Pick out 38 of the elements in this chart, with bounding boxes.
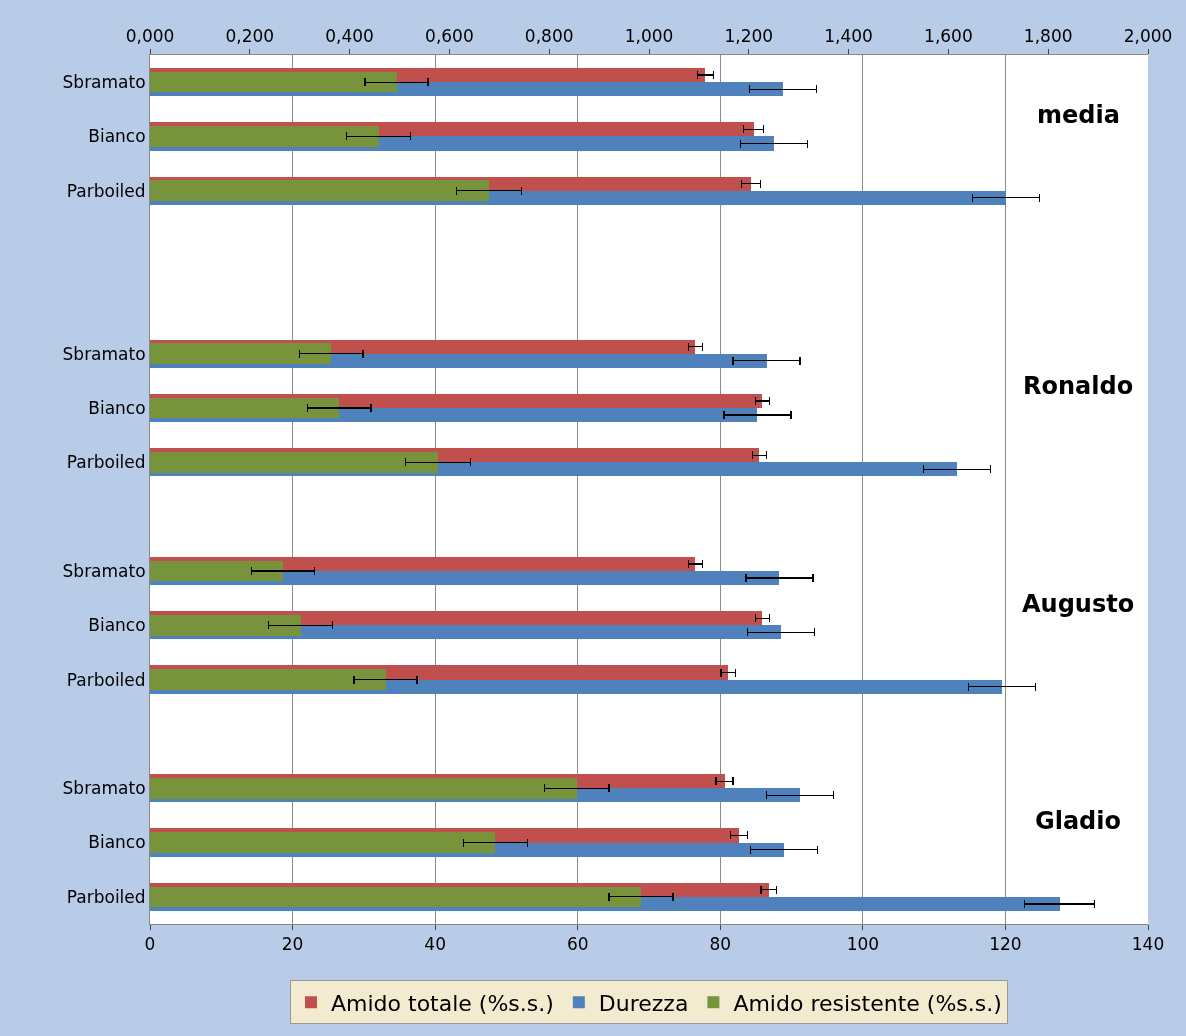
x-tick-label: 20 xyxy=(281,934,304,955)
y-tick-label: Sbramato xyxy=(62,778,146,799)
y-tick-label: Sbramato xyxy=(62,560,146,581)
y-tick-label: Sbramato xyxy=(62,72,146,93)
y-tick-label: Parboiled xyxy=(66,669,146,690)
x2-tick-label: 2,000 xyxy=(1123,26,1173,47)
annotation: Augusto xyxy=(1022,590,1135,618)
y-tick-label: Bianco xyxy=(88,397,146,418)
y-tick-label: Bianco xyxy=(88,126,146,147)
y-tick-label: Bianco xyxy=(88,832,146,853)
y-tick-label: Sbramato xyxy=(62,343,146,364)
x-tick-label: 100 xyxy=(846,934,880,955)
x2-tick-label: 1,000 xyxy=(624,26,674,47)
x2-tick-label: 1,200 xyxy=(724,26,774,47)
legend-label: Amido totale (%s.s.) xyxy=(331,990,554,1016)
x-tick-label: 140 xyxy=(1131,934,1165,955)
x2-tick-label: 0,000 xyxy=(125,26,175,47)
x2-tick-label: 0,800 xyxy=(524,26,574,47)
y-tick-label: Parboiled xyxy=(66,452,146,473)
legend-label: Durezza xyxy=(598,990,689,1016)
x-tick-label: 40 xyxy=(424,934,446,955)
x2-tick-label: 0,600 xyxy=(425,26,474,47)
x-tick-label: 60 xyxy=(566,934,589,955)
annotation: media xyxy=(1037,101,1120,129)
x-tick-label: 0 xyxy=(144,934,156,955)
x-tick-label: 80 xyxy=(709,934,732,955)
x2-tick-label: 1,800 xyxy=(1023,26,1073,47)
x2-tick-label: 0,200 xyxy=(225,26,275,47)
y-tick-label: Parboiled xyxy=(66,180,146,201)
x2-tick-label: 0,400 xyxy=(325,26,374,47)
annotation: Ronaldo xyxy=(1023,372,1134,400)
annotation: Gladio xyxy=(1035,807,1122,835)
y-tick-label: Bianco xyxy=(88,615,146,636)
x2-tick-label: 1,400 xyxy=(824,26,873,47)
x-tick-label: 120 xyxy=(989,934,1022,955)
y-tick-label: Parboiled xyxy=(66,886,146,907)
legend-label: Amido resistente (%s.s.) xyxy=(733,990,1002,1016)
x2-tick-label: 1,600 xyxy=(924,26,973,47)
